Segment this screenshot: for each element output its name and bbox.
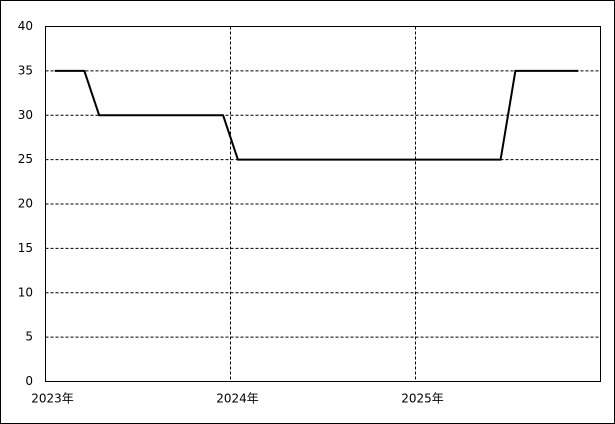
x-tick-label: 2023年 (31, 392, 74, 406)
y-tick-label: 30 (18, 108, 33, 122)
y-tick-label: 25 (18, 152, 33, 166)
y-tick-label: 35 (18, 63, 33, 77)
y-tick-label: 40 (18, 19, 33, 33)
data-line (54, 69, 579, 161)
y-tick-label: 15 (18, 241, 33, 255)
y-tick-label: 5 (25, 330, 33, 344)
x-tick-label: 2024年 (216, 392, 259, 406)
y-tick-label: 20 (18, 197, 33, 211)
x-tick-label: 2025年 (401, 392, 444, 406)
y-tick-label: 0 (25, 374, 33, 388)
y-tick-label: 10 (18, 285, 33, 299)
